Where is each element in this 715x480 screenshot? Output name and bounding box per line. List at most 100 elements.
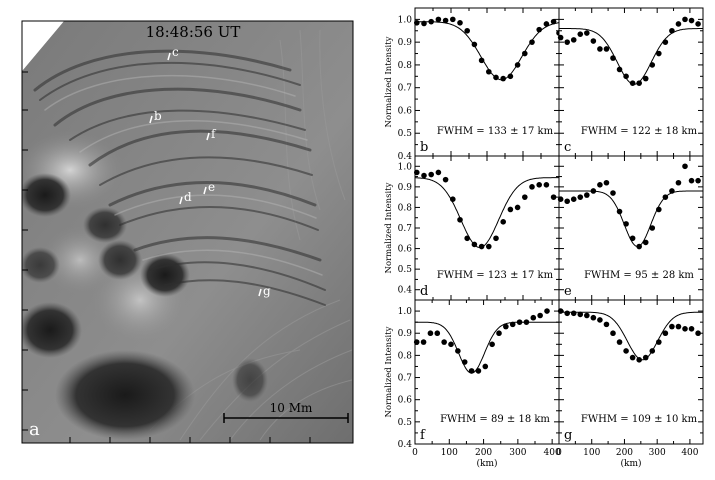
solar-image-panel: 18:48:56 UT a 10 Mm c b f d e <box>21 20 354 444</box>
data-point <box>414 169 420 176</box>
data-point <box>434 330 441 337</box>
y-tick-label: 0.5 <box>398 265 413 275</box>
fit-curve <box>415 177 559 248</box>
data-point <box>457 216 463 223</box>
x-axis-label: (km) <box>620 458 641 469</box>
data-point <box>675 21 682 27</box>
data-point <box>682 163 688 170</box>
data-point <box>543 182 550 188</box>
x-tick-label: 100 <box>583 448 600 458</box>
y-tick-label: 0.5 <box>398 418 413 428</box>
data-point <box>597 182 603 188</box>
data-point <box>564 39 570 45</box>
data-point <box>590 188 597 194</box>
data-point <box>616 339 623 345</box>
y-tick-label: 1.0 <box>398 162 413 172</box>
data-point <box>675 179 682 186</box>
panel-letter: e <box>564 284 572 299</box>
x-tick-label: 0 <box>412 448 418 458</box>
x-tick-label: 400 <box>681 448 698 458</box>
y-tick-label: 0.8 <box>398 61 413 71</box>
data-point <box>564 198 570 205</box>
fwhm-annotation: FWHM = 95 ± 28 km <box>584 270 694 281</box>
data-point <box>570 196 577 202</box>
data-point <box>584 312 590 319</box>
data-point <box>420 339 427 345</box>
y-tick-label: 0.7 <box>398 84 413 94</box>
data-point <box>478 57 485 64</box>
data-point <box>564 310 570 317</box>
data-point <box>514 62 521 68</box>
data-point <box>610 330 616 337</box>
data-point <box>695 330 701 337</box>
data-point <box>421 172 427 179</box>
y-tick-label: 0.7 <box>398 374 413 384</box>
data-point <box>636 80 642 86</box>
data-point <box>629 80 636 86</box>
data-point <box>544 308 550 314</box>
data-point <box>597 317 603 323</box>
data-point <box>570 37 577 43</box>
data-point <box>486 68 492 75</box>
cut-marker-d: d <box>179 190 192 205</box>
x-tick-label: 0 <box>556 448 562 458</box>
plot-panel-g: 0 100 200 300 400 (km) FWHM = 109 ± 10 km g <box>556 299 704 469</box>
y-tick-label: 0.6 <box>398 245 413 255</box>
panel-letter: b <box>420 140 428 155</box>
cut-marker-g: g <box>258 284 271 298</box>
data-point <box>550 18 557 25</box>
data-point <box>577 31 584 37</box>
data-point <box>530 314 537 321</box>
data-point <box>662 330 669 337</box>
y-tick-label: 1.0 <box>398 15 413 25</box>
data-point <box>493 235 499 242</box>
fit-curve <box>415 21 560 81</box>
plot-panel-e: FWHM = 95 ± 28 km e <box>557 155 704 301</box>
x-axis-label: (km) <box>476 458 497 469</box>
data-point <box>478 243 485 250</box>
data-point <box>522 50 528 57</box>
data-point <box>629 235 636 242</box>
data-point <box>577 194 584 200</box>
data-point <box>623 221 629 227</box>
data-point <box>441 339 447 345</box>
data-point <box>669 323 675 330</box>
data-point <box>570 310 577 317</box>
data-point <box>584 192 590 198</box>
x-tick-label: 100 <box>441 448 458 458</box>
data-point <box>603 46 610 52</box>
fwhm-annotation: FWHM = 133 ± 17 km <box>437 126 554 137</box>
data-point <box>629 354 636 361</box>
cut-marker-e: e <box>203 180 215 195</box>
data-point <box>675 323 682 330</box>
y-axis-label: Normalized Intensity <box>384 182 394 273</box>
data-point <box>682 326 688 332</box>
data-point <box>550 194 557 200</box>
data-point <box>516 319 523 325</box>
y-tick-label: 0.9 <box>398 38 413 48</box>
scale-bar: 10 Mm <box>223 401 349 423</box>
data-point <box>695 177 701 184</box>
data-point <box>509 321 516 328</box>
plot-frame <box>414 7 560 157</box>
cut-marker-label-f: f <box>211 127 217 141</box>
data-point <box>455 348 461 354</box>
data-point <box>536 182 542 188</box>
data-point <box>457 20 463 26</box>
data-point <box>529 39 535 45</box>
data-point <box>649 62 656 68</box>
data-point <box>656 339 662 345</box>
cut-marker-label-d: d <box>184 190 192 204</box>
data-point <box>442 176 449 183</box>
intensity-profile-plots: 0.4 0.5 0.6 0.7 0.8 0.9 1.0 Normalized Intensit… <box>384 7 704 469</box>
data-point <box>656 206 662 213</box>
y-axis-label: Normalized Intensity <box>384 36 394 127</box>
x-tick-label: 200 <box>616 448 633 458</box>
panel-letter: c <box>564 140 571 155</box>
data-point <box>500 75 507 82</box>
data-point <box>471 241 478 248</box>
y-axis-label: Normalized Intensity <box>384 326 394 417</box>
data-point <box>603 179 610 186</box>
data-point <box>448 341 454 348</box>
